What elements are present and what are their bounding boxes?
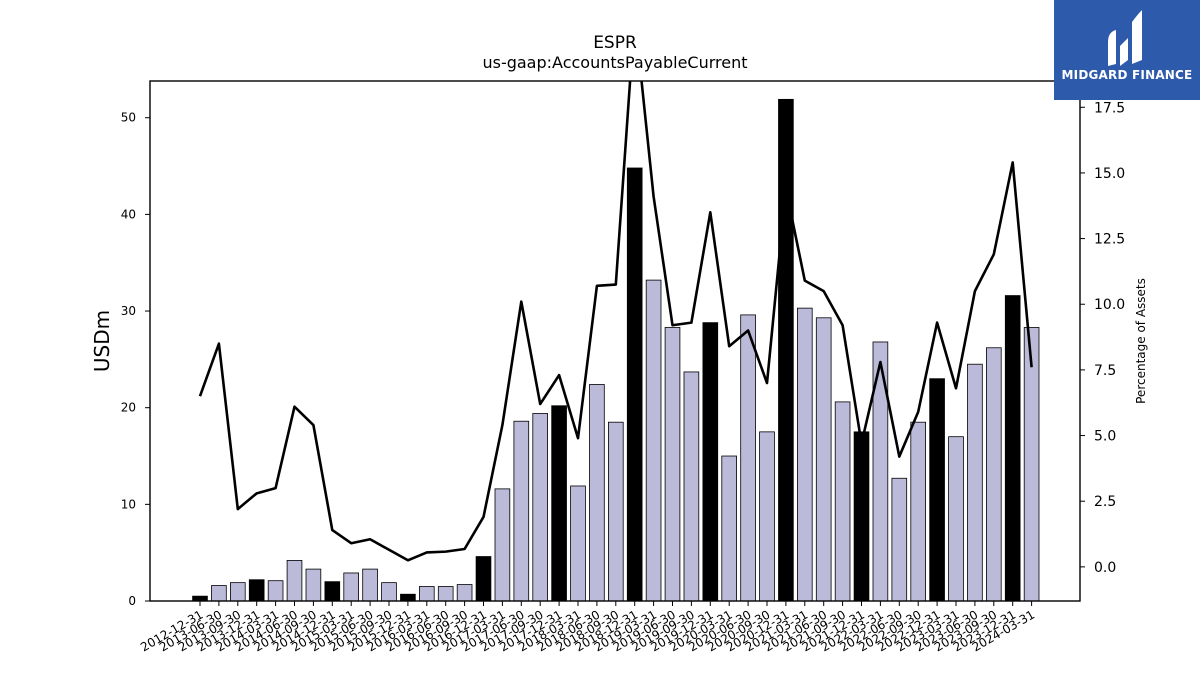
y2-axis-label: Percentage of Assets (1134, 278, 1148, 404)
bar-2017-03-31 (494, 488, 511, 602)
plot-frame (149, 80, 1081, 602)
bar-2020-03-31 (721, 455, 737, 602)
bar-2023-06-30 (967, 363, 983, 602)
y2-tick-label: 17.5 (1094, 100, 1125, 116)
bar-2012-12-31 (192, 595, 208, 602)
bar-2024-03-31 (1023, 327, 1040, 602)
bar-2018-06-30 (589, 384, 605, 602)
y2-tick-label: 15.0 (1094, 166, 1125, 182)
bar-2021-12-31 (853, 431, 870, 602)
bar-2018-12-31 (626, 167, 643, 602)
bar-2016-06-30 (437, 586, 454, 602)
bar-2023-03-31 (948, 436, 964, 602)
bar-2023-09-30 (986, 347, 1002, 602)
y-axis-label: USDm (90, 310, 114, 372)
bar-2013-12-31 (248, 579, 265, 602)
bar-2016-12-31 (475, 556, 492, 602)
bar-2014-09-30 (305, 568, 322, 602)
bar-2021-03-31 (797, 307, 813, 602)
logo-text: MIDGARD FINANCE (1061, 68, 1193, 82)
bar-2015-12-31 (400, 593, 416, 602)
bar-2015-03-31 (343, 572, 359, 602)
y-tick-label: 40 (121, 207, 136, 221)
bar-2018-03-31 (570, 485, 586, 602)
bar-2021-06-30 (815, 317, 832, 602)
y2-tick-label: 12.5 (1094, 232, 1125, 248)
bar-2017-12-31 (551, 405, 567, 602)
bar-2016-09-30 (456, 584, 473, 602)
y-tick-label: 0 (128, 594, 136, 608)
y2-tick-label: 7.5 (1094, 363, 1116, 379)
bar-2023-12-31 (1004, 295, 1021, 602)
line-series-percentage (198, 81, 1033, 562)
bar-2013-06-30 (211, 585, 227, 602)
bar-2018-09-30 (608, 421, 624, 602)
chart-title: ESPR (593, 33, 637, 53)
y-tick-label: 50 (121, 111, 136, 125)
bar-2016-03-31 (418, 586, 435, 602)
bar-2017-09-30 (532, 413, 548, 602)
y2-tick-label: 5.0 (1094, 429, 1116, 445)
bar-2017-06-30 (513, 420, 530, 602)
y2-tick-label: 2.5 (1094, 494, 1116, 510)
bar-2015-09-30 (381, 582, 397, 602)
y2-tick-label: 0.0 (1094, 560, 1116, 576)
bar-2020-09-30 (759, 431, 775, 602)
bar-2020-12-31 (778, 98, 794, 602)
y-tick-label: 30 (121, 304, 136, 318)
chart-subtitle: us-gaap:AccountsPayableCurrent (482, 53, 747, 72)
logo-icon (1054, 0, 1200, 100)
bar-2022-12-31 (929, 378, 945, 602)
bar-2022-09-30 (910, 421, 926, 602)
brand-logo: MIDGARD FINANCE (1054, 0, 1200, 100)
bar-2013-09-30 (229, 582, 246, 602)
bar-2019-12-31 (702, 322, 719, 602)
bar-2022-06-30 (891, 477, 908, 602)
bar-2014-12-31 (324, 581, 341, 602)
y-tick-label: 20 (121, 401, 136, 415)
bar-2019-09-30 (683, 371, 700, 602)
bar-2019-06-30 (664, 327, 681, 602)
bar-2014-03-31 (267, 580, 284, 602)
bar-2014-06-30 (286, 560, 303, 602)
bar-group (192, 98, 1040, 602)
axes: 010203040500.02.55.07.510.012.515.017.52… (121, 80, 1125, 654)
bar-2021-09-30 (834, 401, 851, 602)
y-tick-label: 10 (121, 497, 136, 511)
bar-2020-06-30 (740, 314, 756, 602)
y2-tick-label: 10.0 (1094, 297, 1125, 313)
bar-2019-03-31 (645, 279, 662, 602)
line-group (198, 81, 1033, 562)
bar-2015-06-30 (362, 568, 378, 602)
